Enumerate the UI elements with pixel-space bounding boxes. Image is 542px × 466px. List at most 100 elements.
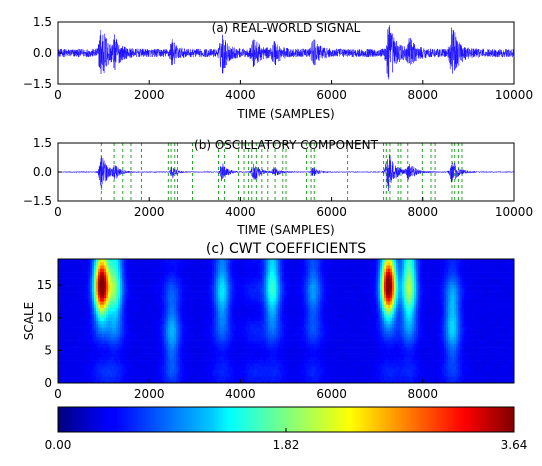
heatmap-cell	[158, 285, 161, 289]
heatmap-cell	[62, 301, 65, 305]
x-tick-label: 10000	[495, 205, 533, 219]
heatmap-cell	[120, 272, 123, 276]
heatmap-cell	[202, 291, 205, 296]
heatmap-cell	[304, 281, 307, 286]
heatmap-cell	[276, 317, 279, 322]
heatmap-cell	[394, 317, 397, 322]
heatmap-cell	[334, 307, 337, 312]
heatmap-cell	[238, 298, 241, 302]
heatmap-cell	[232, 327, 235, 332]
heatmap-cell	[494, 272, 497, 276]
x-tick-label: 0	[54, 205, 62, 219]
heatmap-cell	[392, 288, 395, 292]
heatmap-cell	[248, 324, 251, 328]
heatmap-cell	[116, 285, 119, 289]
heatmap-cell	[512, 294, 515, 299]
heatmap-cell	[322, 311, 325, 315]
heatmap-cell	[318, 324, 321, 328]
heatmap-cell	[240, 301, 243, 305]
heatmap-cell	[190, 321, 193, 325]
heatmap-cell	[252, 307, 255, 312]
heatmap-cell	[480, 259, 483, 263]
heatmap-cell	[242, 281, 245, 286]
heatmap-cell	[456, 268, 459, 273]
heatmap-cell	[348, 317, 351, 322]
heatmap-cell	[320, 317, 323, 322]
heatmap-cell	[228, 311, 231, 315]
heatmap-cell	[90, 275, 93, 279]
heatmap-cell	[176, 265, 179, 270]
heatmap-cell	[186, 324, 189, 328]
heatmap-cell	[86, 321, 89, 325]
heatmap-cell	[412, 321, 415, 325]
heatmap-cell	[262, 321, 265, 325]
heatmap-cell	[186, 265, 189, 270]
heatmap-cell	[176, 307, 179, 312]
heatmap-cell	[302, 265, 305, 270]
heatmap-cell	[404, 291, 407, 296]
heatmap-cell	[428, 278, 431, 283]
heatmap-cell	[432, 285, 435, 289]
heatmap-cell	[148, 262, 151, 266]
heatmap-cell	[210, 317, 213, 322]
heatmap-cell	[460, 285, 463, 289]
heatmap-cell	[196, 268, 199, 273]
heatmap-cell	[326, 307, 329, 312]
heatmap-cell	[434, 281, 437, 286]
heatmap-cell	[156, 301, 159, 305]
heatmap-cell	[278, 265, 281, 270]
heatmap-cell	[470, 285, 473, 289]
heatmap-cell	[254, 265, 257, 270]
heatmap-cell	[306, 324, 309, 328]
heatmap-cell	[474, 281, 477, 286]
heatmap-cell	[102, 272, 105, 276]
heatmap-cell	[490, 307, 493, 312]
heatmap-cell	[442, 262, 445, 266]
heatmap-cell	[360, 321, 363, 325]
heatmap-cell	[386, 301, 389, 305]
heatmap-cell	[274, 298, 277, 302]
heatmap-cell	[112, 311, 115, 315]
heatmap-cell	[218, 275, 221, 279]
heatmap-cell	[410, 311, 413, 315]
heatmap-cell	[188, 288, 191, 292]
heatmap-cell	[102, 259, 105, 263]
heatmap-cell	[178, 291, 181, 296]
heatmap-cell	[120, 321, 123, 325]
heatmap-cell	[136, 304, 139, 309]
heatmap-cell	[130, 268, 133, 273]
heatmap-cell	[508, 275, 511, 279]
heatmap-cell	[136, 275, 139, 279]
heatmap-cell	[82, 291, 85, 296]
heatmap-cell	[362, 278, 365, 283]
heatmap-cell	[238, 317, 241, 322]
heatmap-cell	[398, 294, 401, 299]
heatmap-cell	[118, 281, 121, 286]
heatmap-cell	[240, 307, 243, 312]
heatmap-cell	[218, 327, 221, 332]
heatmap-cell	[186, 285, 189, 289]
heatmap-cell	[380, 288, 383, 292]
heatmap-cell	[442, 288, 445, 292]
heatmap-cell	[324, 321, 327, 325]
heatmap-cell	[490, 298, 493, 302]
heatmap-cell	[172, 298, 175, 302]
heatmap-cell	[406, 314, 409, 319]
heatmap-cell	[168, 265, 171, 270]
heatmap-cell	[430, 259, 433, 263]
heatmap-cell	[346, 317, 349, 322]
heatmap-cell	[192, 259, 195, 263]
heatmap-cell	[372, 298, 375, 302]
heatmap-cell	[312, 301, 315, 305]
heatmap-cell	[332, 304, 335, 309]
heatmap-cell	[300, 275, 303, 279]
heatmap-cell	[150, 291, 153, 296]
heatmap-cell	[60, 275, 63, 279]
heatmap-cell	[278, 259, 281, 263]
heatmap-cell	[444, 272, 447, 276]
heatmap-cell	[120, 285, 123, 289]
heatmap-cell	[294, 294, 297, 299]
heatmap-cell	[454, 317, 457, 322]
heatmap-cell	[202, 281, 205, 286]
heatmap-cell	[238, 324, 241, 328]
